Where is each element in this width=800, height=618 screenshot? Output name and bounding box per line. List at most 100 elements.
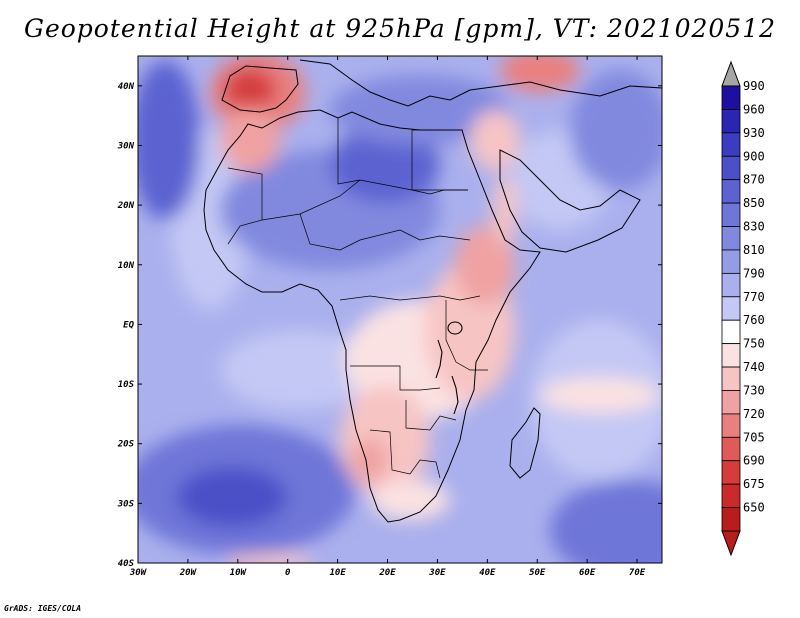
- colorbar-swatch: [721, 390, 741, 415]
- border-east: [445, 300, 488, 371]
- colorbar-swatch: [721, 343, 741, 368]
- colorbar-label: 675: [743, 477, 765, 491]
- colorbar-swatch: [721, 85, 741, 110]
- lon-tick-label: 30E: [428, 568, 446, 578]
- lake-victoria: [447, 321, 463, 335]
- colorbar-label: 705: [743, 430, 765, 444]
- lat-tick-label: EQ: [123, 320, 134, 330]
- colorbar-label: 750: [743, 337, 765, 351]
- colorbar-swatch: [721, 132, 741, 157]
- field-atlantic-north: [138, 60, 200, 220]
- colorbar-label: 960: [743, 102, 765, 116]
- lon-tick-label: 20E: [378, 568, 396, 578]
- field-caucasus: [500, 56, 580, 92]
- field-indian-high: [550, 480, 662, 563]
- lake-malawi: [451, 375, 459, 415]
- credit-label: GrADS: IGES/COLA: [4, 604, 82, 613]
- border-south-2: [369, 429, 441, 479]
- lon-tick-label: 10W: [230, 568, 248, 578]
- lakes: [435, 321, 463, 415]
- colorbar-label: 850: [743, 196, 765, 210]
- lat-tick-label: 20N: [117, 201, 135, 211]
- colorbar-label: 760: [743, 313, 765, 327]
- colorbar-label: 770: [743, 290, 765, 304]
- field-red-sea: [493, 175, 517, 245]
- colorbar-swatch: [721, 413, 741, 438]
- lon-tick-label: 50E: [529, 568, 546, 578]
- colorbar: 990 960 930 900 870 850 830 810 790 770 760 750 740 7…: [721, 60, 765, 557]
- border-libya: [337, 118, 413, 190]
- height-field-shading: [138, 56, 662, 563]
- colorbar-swatch: [721, 319, 741, 345]
- colorbar-swatch: [721, 109, 741, 134]
- colorbar-label: 810: [743, 243, 765, 257]
- colorbar-swatch: [721, 202, 741, 227]
- colorbar-swatch: [721, 296, 741, 321]
- colorbar-top-arrow: [721, 60, 741, 87]
- colorbar-swatch: [721, 507, 741, 532]
- colorbar-swatch: [721, 366, 741, 391]
- lat-tick-label: 10N: [118, 261, 135, 271]
- colorbar-bottom-arrow: [721, 530, 741, 557]
- border-central: [299, 213, 471, 251]
- lon-tick-label: 40E: [479, 568, 496, 578]
- field-iberia-core: [224, 68, 276, 112]
- colorbar-swatch: [721, 483, 741, 508]
- colorbar-swatch: [721, 179, 741, 204]
- border-equator: [339, 295, 481, 301]
- axis-ticks: 30W 20W 10W 0 10E 20E 30E 40E 50E 60E 70E 40N 30N 20N…: [117, 56, 662, 578]
- iberia-coast: [221, 65, 299, 113]
- field-libya-deep: [330, 127, 440, 203]
- colorbar-swatch: [721, 272, 741, 298]
- lat-tick-label: 30N: [117, 141, 135, 151]
- colorbar-label: 930: [743, 126, 765, 140]
- colorbar-label: 790: [743, 266, 765, 280]
- lon-tick-label: 0: [285, 568, 291, 578]
- field-indian-ocean-pink: [540, 377, 660, 413]
- field-namibia: [352, 438, 388, 482]
- colorbar-swatch: [721, 460, 741, 485]
- lon-tick-label: 10E: [329, 568, 346, 578]
- colorbar-swatch: [721, 436, 741, 462]
- colorbar-label: 650: [743, 501, 765, 515]
- field-iran: [570, 70, 662, 190]
- madagascar: [509, 407, 541, 479]
- lat-tick-label: 20S: [117, 440, 135, 450]
- field-south-edge-pink: [225, 554, 315, 563]
- field-morocco: [220, 108, 280, 172]
- lake-tanganyika: [435, 339, 443, 379]
- border-south-1: [350, 365, 457, 431]
- field-south-africa-light: [370, 480, 450, 520]
- colorbar-label: 830: [743, 220, 765, 234]
- colorbar-label: 730: [743, 383, 765, 397]
- lat-tick-label: 10S: [118, 380, 135, 390]
- lat-tick-label: 30S: [117, 499, 135, 509]
- colorbar-swatch: [721, 226, 741, 251]
- border-sahel: [261, 179, 468, 221]
- map-title: Geopotential Height at 925hPa [gpm], VT:…: [23, 14, 777, 43]
- field-light-south-atlantic: [220, 330, 380, 410]
- lon-tick-label: 30W: [129, 568, 148, 578]
- plot-frame: [137, 55, 663, 564]
- europe-coast: [299, 59, 662, 107]
- colorbar-label: 740: [743, 360, 765, 374]
- field-sinai: [470, 110, 520, 170]
- colorbar-swatch: [721, 249, 741, 274]
- colorbar-label: 990: [743, 79, 765, 93]
- field-ethiopia: [455, 225, 515, 305]
- field-south-atlantic-core: [177, 467, 287, 527]
- field-southern-africa: [340, 385, 430, 495]
- lat-tick-label: 40S: [118, 559, 135, 569]
- colorbar-label: 870: [743, 173, 765, 187]
- colorbar-label: 690: [743, 454, 765, 468]
- lon-tick-label: 70E: [629, 568, 646, 578]
- country-borders: [227, 118, 488, 479]
- colorbar-swatch: [721, 155, 741, 181]
- lat-tick-label: 40N: [118, 82, 135, 92]
- lon-tick-label: 20W: [179, 568, 198, 578]
- map-plot-area: [138, 56, 662, 563]
- arabia-coast: [499, 149, 641, 253]
- colorbar-label: 720: [743, 407, 765, 421]
- border-egypt: [412, 129, 468, 191]
